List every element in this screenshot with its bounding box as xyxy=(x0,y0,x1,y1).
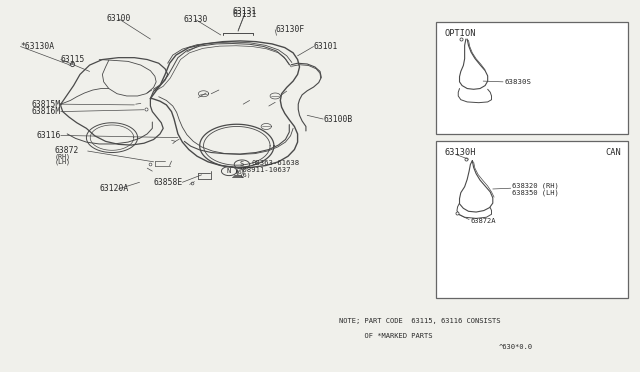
Text: N: N xyxy=(227,168,231,174)
Text: 63815M: 63815M xyxy=(31,100,61,109)
Bar xyxy=(436,22,628,134)
Text: OF *MARKED PARTS: OF *MARKED PARTS xyxy=(339,333,433,339)
Text: 63130: 63130 xyxy=(183,15,207,24)
Text: OPTION: OPTION xyxy=(444,29,476,38)
Text: 63858E: 63858E xyxy=(153,178,182,187)
Bar xyxy=(436,141,628,298)
Text: (RH): (RH) xyxy=(55,154,71,160)
Text: 63116: 63116 xyxy=(36,131,61,140)
Text: 63872A: 63872A xyxy=(470,218,496,224)
Text: 63872: 63872 xyxy=(54,146,79,155)
Text: CAN: CAN xyxy=(605,148,621,157)
Text: (LH): (LH) xyxy=(55,158,71,165)
Text: 63816M: 63816M xyxy=(31,107,61,116)
Text: 638350 (LH): 638350 (LH) xyxy=(512,189,559,196)
Text: *08911-10637: *08911-10637 xyxy=(239,167,291,173)
Text: 638320 (RH): 638320 (RH) xyxy=(512,183,559,189)
Text: 63120A: 63120A xyxy=(99,185,129,193)
Text: 63830S: 63830S xyxy=(504,79,531,85)
Text: 63130H: 63130H xyxy=(444,148,476,157)
Text: *63130A: *63130A xyxy=(20,42,54,51)
Text: S: S xyxy=(240,161,244,167)
Text: 63100: 63100 xyxy=(106,14,131,23)
Text: 63101: 63101 xyxy=(314,42,338,51)
Text: 63131: 63131 xyxy=(232,7,257,16)
Text: (6): (6) xyxy=(235,170,246,175)
Text: NOTE; PART CODE  63115, 63116 CONSISTS: NOTE; PART CODE 63115, 63116 CONSISTS xyxy=(339,318,500,324)
Text: ^630*0.0: ^630*0.0 xyxy=(499,344,533,350)
Text: 63130F: 63130F xyxy=(275,25,305,34)
Text: 63100B: 63100B xyxy=(323,115,353,124)
Text: 63115: 63115 xyxy=(61,55,85,64)
Text: 08363-61638: 08363-61638 xyxy=(252,160,300,166)
Text: 63131: 63131 xyxy=(232,10,257,19)
Text: (6): (6) xyxy=(239,173,251,178)
